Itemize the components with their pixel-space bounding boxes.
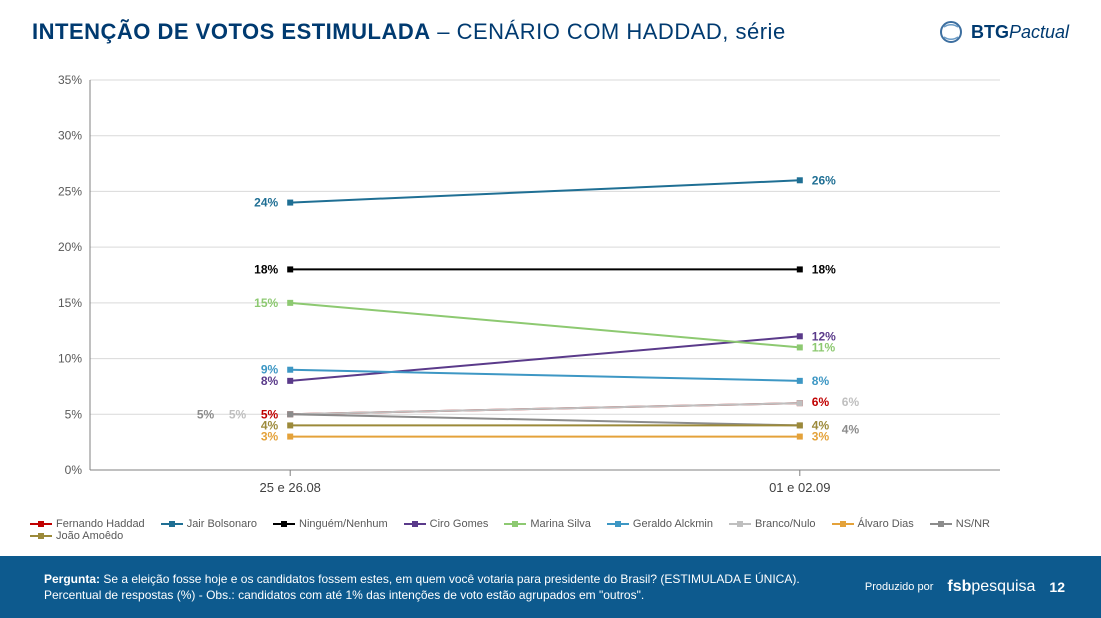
brand-logo: BTGPactual <box>937 18 1069 46</box>
title-main: INTENÇÃO DE VOTOS ESTIMULADA <box>32 19 431 44</box>
svg-text:11%: 11% <box>812 340 836 354</box>
footer-bar: Pergunta: Se a eleição fosse hoje e os c… <box>0 556 1101 618</box>
svg-text:20%: 20% <box>58 240 82 254</box>
svg-text:5%: 5% <box>65 407 83 421</box>
chart-legend: Fernando Haddad Jair Bolsonaro Ninguém/Nen… <box>30 518 1070 542</box>
legend-label: Marina Silva <box>530 518 591 530</box>
globe-icon <box>937 18 965 46</box>
svg-text:30%: 30% <box>58 129 82 143</box>
title-sub: – CENÁRIO COM HADDAD, série <box>431 19 786 44</box>
page-title: INTENÇÃO DE VOTOS ESTIMULADA – CENÁRIO C… <box>32 19 786 45</box>
legend-marker <box>504 519 526 529</box>
svg-text:25 e 26.08: 25 e 26.08 <box>259 480 320 495</box>
svg-text:18%: 18% <box>254 262 278 276</box>
header: INTENÇÃO DE VOTOS ESTIMULADA – CENÁRIO C… <box>32 18 1069 46</box>
legend-label: Geraldo Alckmin <box>633 518 713 530</box>
svg-text:15%: 15% <box>58 296 82 310</box>
legend-item: Ninguém/Nenhum <box>273 518 388 530</box>
svg-text:25%: 25% <box>58 184 82 198</box>
legend-marker <box>930 519 952 529</box>
legend-item: Marina Silva <box>504 518 591 530</box>
svg-text:6%: 6% <box>812 395 830 409</box>
legend-label: NS/NR <box>956 518 990 530</box>
svg-text:4%: 4% <box>812 418 830 432</box>
footer-brand: fsbpesquisa <box>947 578 1035 596</box>
legend-marker <box>832 519 854 529</box>
legend-marker <box>729 519 751 529</box>
svg-text:01 e 02.09: 01 e 02.09 <box>769 480 830 495</box>
svg-text:35%: 35% <box>58 73 82 87</box>
legend-marker <box>404 519 426 529</box>
logo-text: BTGPactual <box>971 22 1069 43</box>
legend-marker <box>607 519 629 529</box>
legend-item: Branco/Nulo <box>729 518 816 530</box>
question-label: Pergunta: <box>44 572 100 586</box>
svg-text:24%: 24% <box>254 196 278 210</box>
line-chart: 0% 5% 10% 15% 20% 25% 30% 35% 25 e 26.08 01 e 02.… <box>30 70 1070 510</box>
svg-text:6%: 6% <box>842 395 860 409</box>
legend-label: João Amoêdo <box>56 530 123 542</box>
legend-item: NS/NR <box>930 518 990 530</box>
svg-text:8%: 8% <box>812 374 830 388</box>
legend-label: Fernando Haddad <box>56 518 145 530</box>
svg-text:0%: 0% <box>65 463 83 477</box>
legend-item: João Amoêdo <box>30 530 123 542</box>
page-number: 12 <box>1049 579 1065 595</box>
legend-marker <box>161 519 183 529</box>
legend-item: Geraldo Alckmin <box>607 518 713 530</box>
produced-label: Produzido por <box>865 581 934 593</box>
svg-text:26%: 26% <box>812 173 836 187</box>
legend-label: Álvaro Dias <box>858 518 914 530</box>
question-text: Se a eleição fosse hoje e os candidatos … <box>100 572 800 586</box>
svg-text:5%: 5% <box>197 407 215 421</box>
svg-text:10%: 10% <box>58 352 82 366</box>
svg-text:9%: 9% <box>261 363 279 377</box>
legend-label: Jair Bolsonaro <box>187 518 257 530</box>
legend-item: Álvaro Dias <box>832 518 914 530</box>
legend-marker <box>273 519 295 529</box>
svg-text:4%: 4% <box>842 422 860 436</box>
footer-text: Pergunta: Se a eleição fosse hoje e os c… <box>44 571 865 603</box>
legend-label: Ciro Gomes <box>430 518 489 530</box>
legend-label: Branco/Nulo <box>755 518 816 530</box>
footer-right: Produzido por fsbpesquisa 12 <box>865 578 1065 596</box>
legend-label: Ninguém/Nenhum <box>299 518 388 530</box>
legend-item: Jair Bolsonaro <box>161 518 257 530</box>
svg-text:15%: 15% <box>254 296 278 310</box>
legend-item: Ciro Gomes <box>404 518 489 530</box>
svg-text:5%: 5% <box>229 407 247 421</box>
svg-text:18%: 18% <box>812 262 836 276</box>
legend-marker <box>30 519 52 529</box>
legend-item: Fernando Haddad <box>30 518 145 530</box>
legend-marker <box>30 531 52 541</box>
footer-note: Percentual de respostas (%) - Obs.: cand… <box>44 587 865 603</box>
svg-text:4%: 4% <box>261 418 279 432</box>
